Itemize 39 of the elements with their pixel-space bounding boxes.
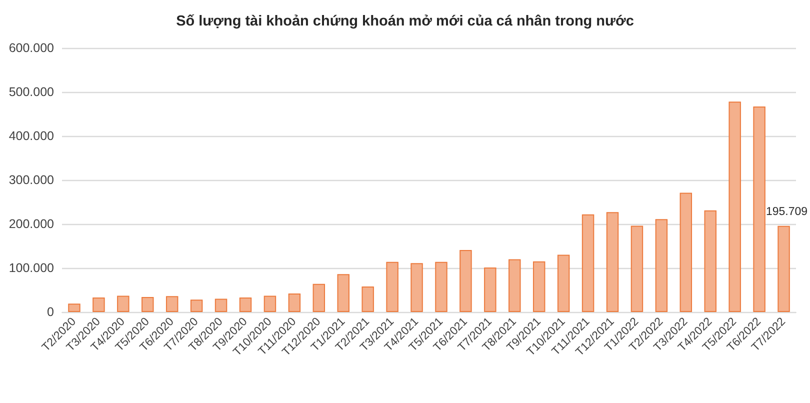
bar: [117, 296, 130, 312]
bar: [655, 219, 668, 312]
bar: [778, 226, 790, 312]
bar: [435, 262, 448, 312]
bar: [190, 300, 203, 312]
bar: [557, 254, 570, 312]
bar: [728, 102, 741, 312]
bar: [630, 226, 644, 312]
y-tick-label: 100.000: [8, 261, 54, 275]
bar: [68, 304, 80, 312]
bar: [460, 250, 472, 312]
bar: [532, 261, 546, 312]
bar: [362, 286, 374, 312]
bar: [214, 298, 228, 312]
bar: [337, 274, 350, 312]
bar: [753, 106, 766, 312]
bar: [166, 296, 178, 312]
bar: [410, 263, 423, 312]
bar: [288, 294, 301, 312]
bar: [606, 212, 619, 312]
y-tick-label: 500.000: [8, 85, 54, 99]
bar: [582, 214, 594, 312]
chart-title: Số lượng tài khoản chứng khoán mở mới của cá nhân trong nước: [176, 14, 634, 30]
y-tick-label: 200.000: [8, 217, 54, 231]
bar: [508, 259, 521, 312]
bar: [142, 297, 154, 312]
bar: [680, 192, 692, 312]
bar: [704, 210, 716, 312]
bar: [386, 262, 398, 312]
bar: [239, 297, 252, 312]
data-label: 195.709: [766, 206, 808, 218]
y-tick-label: 300.000: [8, 173, 54, 187]
y-tick-label: 600.000: [8, 41, 54, 55]
y-tick-label: 0: [47, 305, 54, 319]
y-tick-label: 400.000: [8, 129, 54, 143]
bar: [264, 296, 276, 312]
bar: [92, 297, 105, 312]
bar: [312, 284, 326, 312]
bar: [484, 268, 496, 312]
